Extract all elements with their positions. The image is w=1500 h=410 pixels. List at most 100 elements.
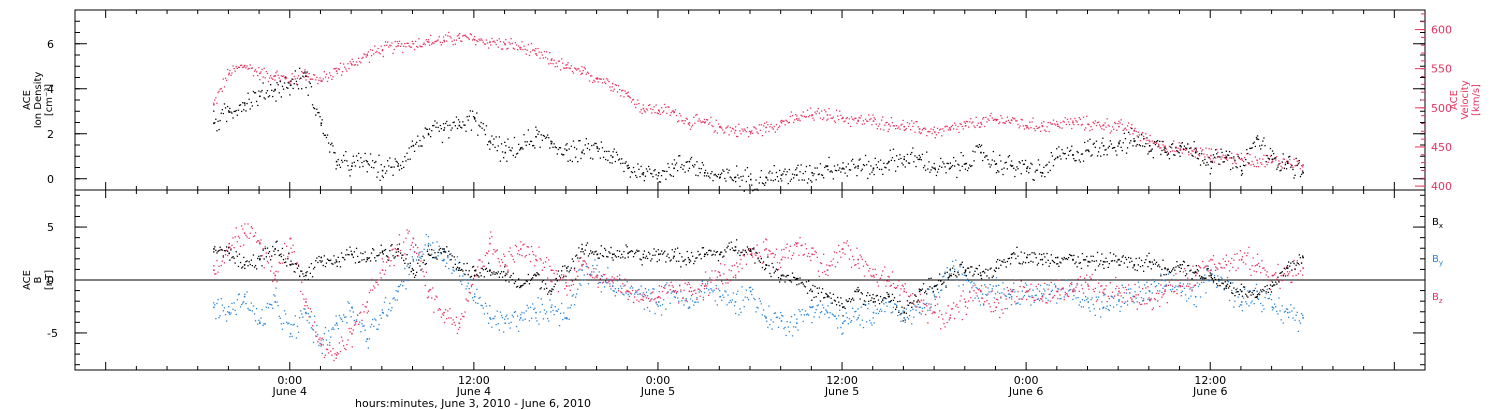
density-series-dot: [370, 166, 373, 168]
bz-series-dot: [1181, 285, 1183, 287]
by-series-dot: [649, 310, 651, 312]
bz-series-dot: [944, 326, 946, 328]
density-series-dot: [661, 170, 664, 172]
bz-series-dot: [809, 256, 811, 258]
density-series-dot: [1204, 158, 1206, 161]
bz-series-dot: [611, 276, 613, 278]
by-series-dot: [1100, 316, 1102, 318]
by-series-dot: [839, 309, 841, 311]
bx-series-dot: [328, 259, 330, 261]
bx-series-dot: [446, 246, 448, 248]
velocity-series-point: [903, 125, 905, 128]
bz-series-dot: [692, 293, 694, 295]
bz-series-dot: [452, 319, 454, 321]
top-ylabel-line: ACE: [22, 90, 33, 110]
density-series-dot: [673, 159, 676, 161]
by-series-dot: [1298, 320, 1300, 322]
density-series-dot: [566, 143, 568, 145]
by-series-dot: [435, 257, 437, 259]
density-series-dot: [924, 165, 926, 167]
by-series-dot: [1063, 296, 1065, 298]
density-series-dot: [1105, 148, 1107, 151]
bx-series-point: [658, 253, 660, 256]
velocity-series-dot: [341, 71, 344, 73]
velocity-series-dot: [587, 72, 590, 74]
velocity-series-dot: [370, 55, 373, 57]
by-series-dot: [1029, 296, 1031, 298]
bz-series-dot: [244, 223, 246, 225]
bz-series-point: [642, 295, 645, 298]
by-series-dot: [543, 309, 546, 311]
velocity-series-dot: [889, 125, 891, 127]
velocity-series-dot: [1033, 127, 1035, 130]
velocity-series-dot: [1029, 121, 1031, 123]
by-series-dot: [883, 303, 885, 305]
bz-series-dot: [1222, 258, 1224, 260]
velocity-series-dot: [837, 115, 839, 117]
velocity-series-dot: [741, 128, 743, 130]
density-series-dot: [816, 167, 818, 169]
density-series-dot: [821, 174, 824, 177]
bz-series-dot: [1160, 284, 1162, 286]
density-series-dot: [382, 176, 384, 179]
velocity-series-dot: [1132, 133, 1134, 135]
density-series-dot: [586, 147, 589, 149]
density-series-dot: [401, 167, 403, 170]
bz-series-dot: [439, 309, 441, 311]
by-series-dot: [1248, 305, 1250, 307]
velocity-series-dot: [1212, 157, 1215, 160]
density-series-dot: [664, 170, 666, 172]
bz-series-dot: [706, 285, 708, 287]
velocity-series-dot: [702, 121, 705, 123]
velocity-series-dot: [1197, 154, 1200, 156]
by-series-dot: [1152, 278, 1154, 281]
by-series-dot: [1255, 283, 1258, 286]
bx-series-point: [565, 267, 568, 269]
bz-series-dot: [791, 254, 794, 257]
density-series-dot: [817, 173, 819, 176]
bx-series-dot: [382, 253, 384, 255]
bz-series-dot: [308, 316, 310, 318]
by-series-dot: [968, 280, 970, 282]
density-series-dot: [1161, 149, 1163, 152]
by-series-dot: [834, 315, 837, 317]
by-series-dot: [1021, 290, 1023, 292]
by-series-dot: [1296, 311, 1298, 313]
velocity-series-dot: [1135, 130, 1137, 132]
velocity-series-dot: [655, 104, 657, 106]
density-series-dot: [1143, 138, 1145, 140]
by-series-dot: [786, 321, 788, 323]
bz-series-dot: [1044, 282, 1046, 284]
bx-series-dot: [389, 250, 391, 252]
velocity-series-dot: [839, 110, 841, 112]
density-series-dot: [1275, 157, 1277, 159]
velocity-series-dot: [920, 132, 922, 134]
bx-series-dot: [257, 257, 259, 260]
bz-series-dot: [1271, 275, 1274, 277]
velocity-series-dot: [309, 78, 311, 80]
bx-series-dot: [323, 255, 325, 257]
bz-series-dot: [796, 245, 798, 248]
velocity-series-dot: [586, 71, 589, 73]
density-series-dot: [859, 158, 861, 160]
by-series-dot: [532, 303, 534, 305]
bz-series-dot: [659, 297, 662, 299]
bz-series-dot: [1074, 290, 1076, 292]
velocity-series-dot: [926, 135, 928, 137]
velocity-series-dot: [1006, 116, 1008, 118]
bz-series-dot: [653, 299, 655, 301]
bx-series-dot: [289, 263, 291, 266]
bz-series-dot: [582, 260, 584, 262]
bx-series-point: [796, 277, 798, 280]
bz-series-dot: [1252, 257, 1254, 259]
bz-series-dot: [1075, 286, 1077, 288]
velocity-series-dot: [650, 108, 652, 110]
by-series-dot: [886, 305, 888, 307]
density-series-dot: [384, 172, 387, 174]
bz-series-dot: [1070, 283, 1072, 285]
by-series-dot: [1267, 298, 1269, 300]
density-series-dot: [1179, 155, 1181, 157]
density-series-dot: [1250, 147, 1252, 150]
bz-series-dot: [1137, 294, 1139, 296]
bx-series-dot: [232, 256, 234, 258]
